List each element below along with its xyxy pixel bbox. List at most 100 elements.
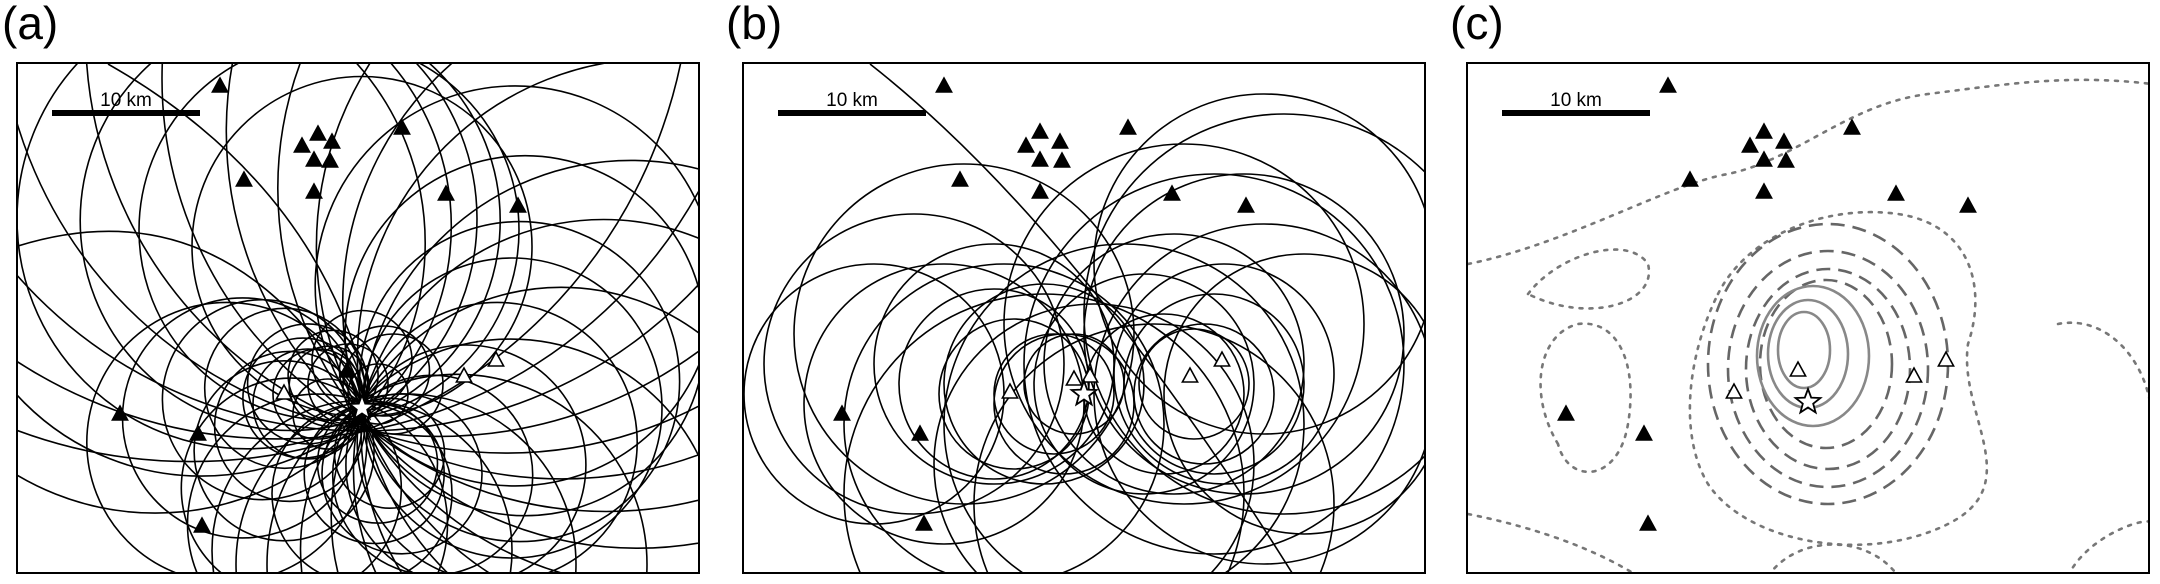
- station-filled-triangle-icon: [1659, 76, 1677, 93]
- isochron-circle: [299, 338, 698, 572]
- isochron-circle: [843, 263, 1165, 572]
- contour-dashed: [1726, 249, 1930, 489]
- scale-bar-a: [52, 110, 200, 116]
- isochron-circle: [314, 85, 698, 487]
- isochron-circle: [1093, 93, 1424, 435]
- isochron-circle: [277, 64, 698, 549]
- isochron-circle: [993, 333, 1115, 455]
- station-filled-triangle-icon: [935, 76, 953, 93]
- isochron-circle: [79, 64, 501, 432]
- station-filled-triangle-icon: [1031, 182, 1049, 199]
- contour-dotted: [2056, 321, 2148, 399]
- panel-label-c: (c): [1450, 0, 1504, 49]
- isochron-circle: [18, 64, 453, 477]
- station-open-triangle-icon: [1065, 369, 1083, 386]
- station-open-triangle-icon: [1905, 366, 1923, 383]
- station-filled-triangle-icon: [1635, 424, 1653, 441]
- scale-bar-c: [1502, 110, 1650, 116]
- isochron-circle: [342, 333, 444, 435]
- isochron-circle: [266, 373, 648, 572]
- isochron-circle: [1123, 293, 1305, 475]
- station-filled-triangle-icon: [1639, 514, 1657, 531]
- station-open-triangle-icon: [455, 366, 473, 383]
- isochron-circle: [933, 303, 1255, 572]
- station-filled-triangle-icon: [1887, 184, 1905, 201]
- station-filled-triangle-icon: [509, 196, 527, 213]
- panel-c-plot: [1468, 76, 2148, 572]
- isochron-circle: [1113, 263, 1335, 485]
- station-filled-triangle-icon: [437, 184, 455, 201]
- isochron-circle: [330, 286, 698, 572]
- station-filled-triangle-icon: [193, 516, 211, 533]
- isochron-circle: [307, 343, 389, 425]
- isochron-circle: [1093, 223, 1424, 565]
- isochron-circle: [18, 64, 478, 450]
- isochron-circle: [193, 359, 375, 542]
- contour-dashed: [1744, 267, 1912, 471]
- station-open-triangle-icon: [275, 383, 293, 400]
- isochron-circle: [1023, 173, 1405, 555]
- contour-dashed: [1758, 278, 1894, 450]
- scale-label-c: 10 km: [1550, 90, 1602, 111]
- station-open-triangle-icon: [1081, 366, 1099, 383]
- isochron-circle: [1033, 273, 1255, 495]
- station-filled-triangle-icon: [1777, 151, 1795, 168]
- isochron-circle: [315, 64, 562, 572]
- station-filled-triangle-icon: [1959, 196, 1977, 213]
- station-filled-triangle-icon: [1053, 151, 1071, 168]
- panel-c: 10 km: [1466, 62, 2150, 574]
- station-filled-triangle-icon: [951, 170, 969, 187]
- station-open-triangle-icon: [1181, 366, 1199, 383]
- station-filled-triangle-icon: [189, 424, 207, 441]
- station-filled-triangle-icon: [1755, 122, 1773, 139]
- scale-bar-b: [778, 110, 926, 116]
- station-filled-triangle-icon: [1755, 182, 1773, 199]
- station-filled-triangle-icon: [305, 182, 323, 199]
- panel-label-b: (b): [726, 0, 783, 49]
- station-filled-triangle-icon: [1843, 118, 1861, 135]
- station-filled-triangle-icon: [1775, 132, 1793, 149]
- epicenter-star-icon: [347, 392, 377, 421]
- isochron-circle: [246, 323, 369, 445]
- isochron-circle: [18, 64, 426, 514]
- station-open-triangle-icon: [487, 350, 505, 367]
- station-open-triangle-icon: [1001, 382, 1019, 399]
- isochron-circle: [347, 363, 409, 425]
- contour-dotted: [1688, 210, 1989, 547]
- isochron-circle: [203, 307, 366, 470]
- station-filled-triangle-icon: [293, 136, 311, 153]
- station-filled-triangle-icon: [911, 424, 929, 441]
- contour-dotted: [2068, 520, 2148, 572]
- isochron-circle: [225, 64, 698, 513]
- isochron-circle: [333, 397, 446, 510]
- station-open-triangle-icon: [1725, 382, 1743, 399]
- isochron-circle: [973, 323, 1335, 572]
- station-filled-triangle-icon: [211, 76, 229, 93]
- station-filled-triangle-icon: [1031, 150, 1049, 167]
- station-open-triangle-icon: [1937, 350, 1955, 367]
- station-filled-triangle-icon: [1681, 170, 1699, 187]
- station-open-triangle-icon: [1213, 350, 1231, 367]
- isochron-circle: [898, 288, 1090, 480]
- isochron-circle: [85, 64, 698, 454]
- station-open-triangle-icon: [1789, 360, 1807, 377]
- scale-label-a: 10 km: [100, 90, 152, 111]
- panel-label-a: (a): [2, 0, 59, 49]
- panel-a-plot: [18, 64, 698, 572]
- isochron-circle: [1083, 113, 1424, 515]
- station-filled-triangle-icon: [1237, 196, 1255, 213]
- isochron-circle: [18, 190, 698, 440]
- station-filled-triangle-icon: [338, 361, 356, 378]
- contour-dotted: [1539, 322, 1632, 474]
- station-filled-triangle-icon: [1755, 150, 1773, 167]
- station-filled-triangle-icon: [235, 170, 253, 187]
- isochron-circle: [1043, 233, 1305, 495]
- isochron-circle: [272, 348, 364, 440]
- station-filled-triangle-icon: [1031, 122, 1049, 139]
- isochron-circle: [352, 218, 698, 572]
- contour-dotted: [1526, 248, 1651, 310]
- station-filled-triangle-icon: [833, 404, 851, 421]
- isochron-circle: [1163, 253, 1424, 535]
- isochron-circle: [356, 301, 638, 572]
- isochron-circle: [138, 64, 520, 421]
